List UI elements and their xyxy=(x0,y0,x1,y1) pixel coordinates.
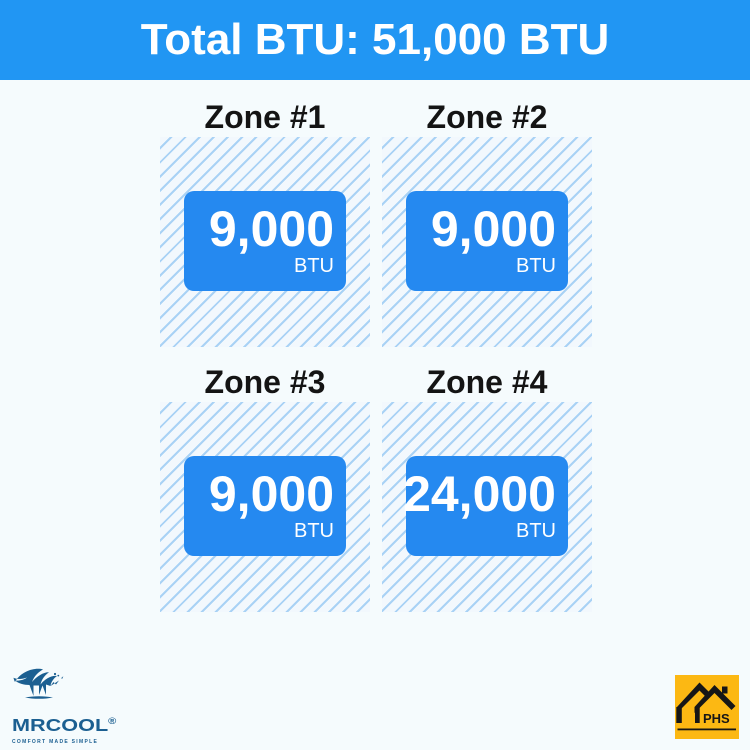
svg-text:PHS: PHS xyxy=(703,711,730,726)
